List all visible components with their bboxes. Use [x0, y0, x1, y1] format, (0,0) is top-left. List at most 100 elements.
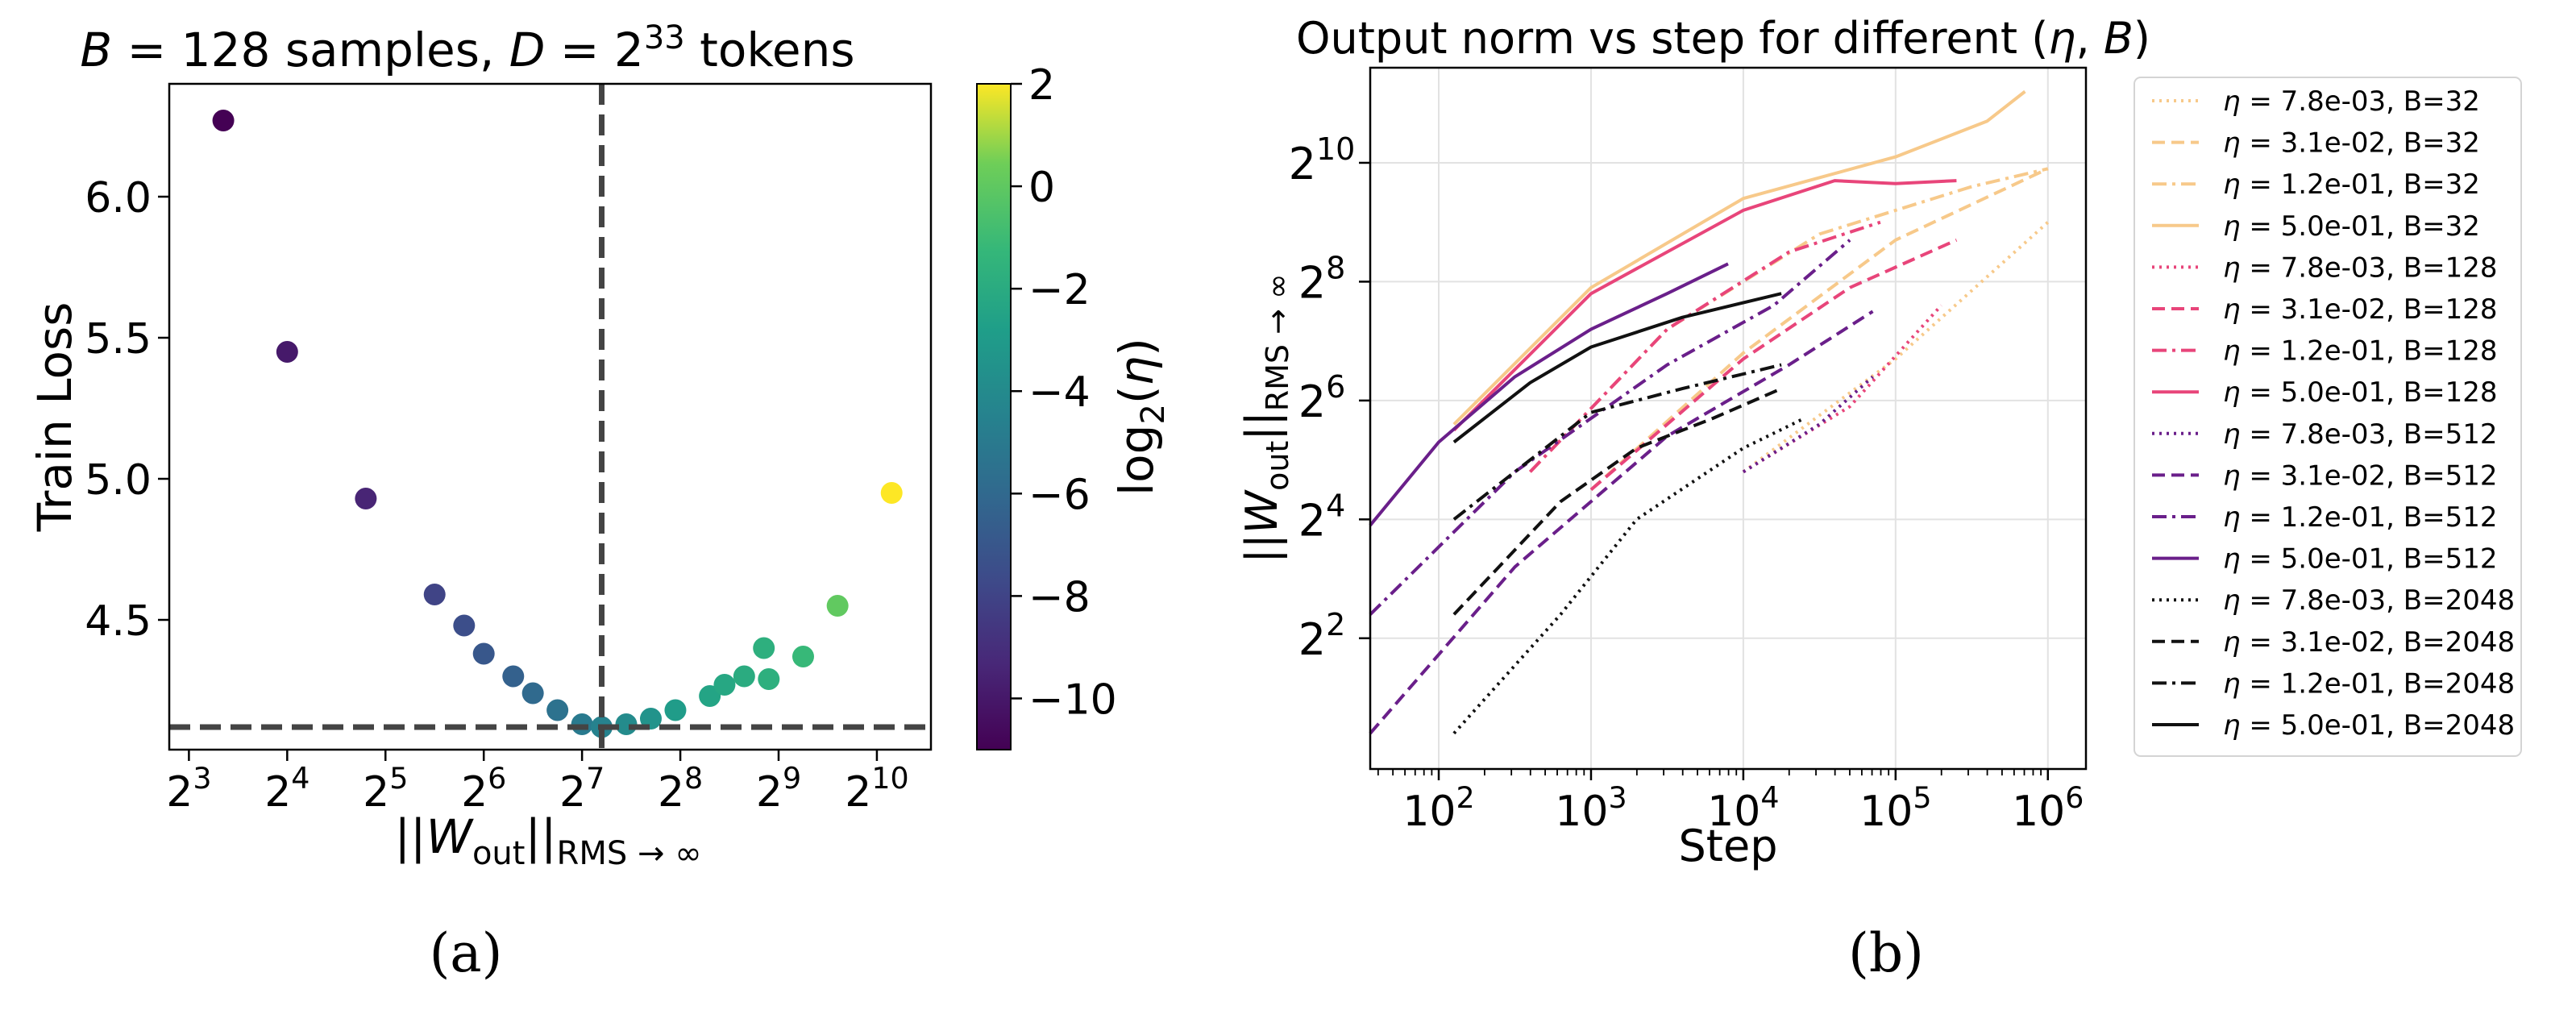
legend-entry-label: η = 1.2e-01, B=512	[2223, 501, 2498, 534]
panel-a-x-ticks: 23 24 25 26 27 28 29 210	[166, 750, 909, 817]
x-tick-label: 23	[166, 761, 211, 817]
scatter-point-16	[733, 665, 755, 688]
x-tick-label: 25	[363, 761, 408, 817]
series-line-13	[1452, 387, 1782, 616]
x-tick-label: 105	[1859, 780, 1931, 836]
legend-entry-label: η = 3.1e-02, B=512	[2223, 459, 2498, 492]
panel-a-frame	[168, 82, 933, 751]
series-line-4	[1742, 304, 1942, 474]
series-line-9	[1369, 310, 1874, 735]
legend-eta-symbol: η	[2223, 251, 2249, 284]
colorbar-tick-label: −10	[1028, 675, 1117, 724]
x-tick-label: 210	[845, 761, 908, 817]
legend-eta-symbol: η	[2223, 418, 2249, 451]
legend: η = 7.8e-03, B=32 η = 3.1e-02, B=32 η = 1.…	[2152, 85, 2515, 742]
panel-b-caption: (b)	[1848, 922, 1924, 984]
legend-box	[2134, 77, 2522, 757]
y-tick-label: 24	[1298, 488, 1346, 546]
scatter-point-13	[664, 699, 687, 721]
panel-a-x-axis-label: ||Wout||RMS → ∞	[394, 809, 701, 872]
series-line-10	[1369, 239, 1851, 616]
x-tick-label: 28	[658, 761, 703, 817]
series-line-11	[1369, 262, 1729, 526]
x-tick-label: 103	[1555, 780, 1627, 836]
x-tick-label: 24	[264, 761, 310, 817]
scatter-point-18	[758, 668, 780, 690]
legend-eta-symbol: η	[2223, 667, 2249, 700]
scatter-point-2	[355, 488, 377, 509]
y-tick-label: 5.5	[85, 315, 152, 364]
scatter-point-21	[880, 482, 903, 504]
series-line-3	[1452, 89, 2026, 426]
colorbar-tick-label: −8	[1028, 573, 1091, 621]
scatter-point-8	[546, 699, 569, 721]
panel-b-y-ticks: 22 24 26 28 210	[1289, 131, 1370, 665]
panel-b-y-axis-label: ||Wout||RMS → ∞	[1236, 273, 1295, 563]
scatter-point-4	[453, 614, 476, 637]
y-tick-label: 22	[1298, 607, 1346, 665]
panel-a-y-ticks: 4.5 5.0 5.5 6.0	[85, 174, 169, 646]
panel-a: B = 128 samples, D = 233 tokens 23 24 25 26…	[27, 19, 1172, 984]
series-line-1	[1589, 167, 2049, 491]
scatter-point-14	[699, 685, 721, 707]
legend-eta-symbol: η	[2223, 501, 2249, 534]
scatter-point-6	[502, 665, 525, 688]
panel-b-x-axis-label: Step	[1679, 821, 1778, 871]
y-tick-label: 28	[1298, 250, 1346, 308]
panel-b-grid	[1370, 68, 2086, 769]
scatter-point-5	[472, 642, 495, 665]
legend-entry-label: η = 7.8e-03, B=32	[2223, 85, 2480, 118]
y-tick-label: 4.5	[85, 597, 152, 646]
y-tick-label: 210	[1289, 131, 1356, 189]
legend-eta-symbol: η	[2223, 459, 2249, 492]
scatter-point-17	[753, 637, 775, 659]
series-line-15	[1452, 292, 1782, 444]
series-line-6	[1528, 220, 1881, 473]
panel-a-title: B = 128 samples, D = 233 tokens	[80, 19, 854, 77]
legend-entry-label: η = 3.1e-02, B=128	[2223, 293, 2498, 326]
panel-a-y-axis-label: Train Loss	[27, 302, 82, 533]
scatter-point-3	[423, 584, 446, 605]
scatter-point-0	[212, 110, 235, 131]
panel-b-x-ticks: 102 103 104 105 106	[1377, 769, 2084, 836]
series-line-12	[1452, 417, 1805, 735]
legend-entry-label: η = 5.0e-01, B=2048	[2223, 709, 2515, 742]
series-line-2	[1528, 167, 2049, 473]
legend-eta-symbol: η	[2223, 127, 2249, 160]
legend-entry-label: η = 1.2e-01, B=2048	[2223, 667, 2515, 700]
y-tick-label: 6.0	[85, 174, 152, 222]
legend-entry-label: η = 3.1e-02, B=2048	[2223, 626, 2515, 659]
legend-entry-label: η = 5.0e-01, B=128	[2223, 376, 2498, 409]
panel-a-plot-area	[169, 84, 931, 750]
panel-b-frame	[1369, 66, 2088, 771]
x-tick-label: 29	[756, 761, 801, 817]
legend-eta-symbol: η	[2223, 543, 2249, 576]
scatter-point-15	[713, 674, 736, 696]
x-tick-label: 104	[1707, 780, 1779, 836]
legend-eta-symbol: η	[2223, 85, 2249, 118]
legend-entry-label: η = 5.0e-01, B=32	[2223, 210, 2480, 243]
legend-eta-symbol: η	[2223, 168, 2249, 201]
y-tick-label: 5.0	[85, 456, 152, 505]
colorbar-tick-label: −6	[1028, 471, 1091, 519]
x-tick-label: 106	[2012, 780, 2084, 836]
colorbar-tick-label: 0	[1028, 164, 1055, 212]
scatter-point-19	[791, 646, 814, 667]
scatter-point-20	[826, 595, 849, 617]
panel-b: Output norm vs step for different (η, B)…	[1236, 13, 2522, 984]
legend-eta-symbol: η	[2223, 709, 2249, 742]
colorbar-ticks: 2 0 −2 −4 −6 −8 −10	[1011, 61, 1117, 724]
legend-entry-label: η = 7.8e-03, B=128	[2223, 251, 2498, 284]
legend-eta-symbol: η	[2223, 584, 2249, 617]
panel-a-caption: (a)	[430, 922, 503, 984]
legend-eta-symbol: η	[2223, 626, 2249, 659]
series-line-14	[1452, 363, 1782, 521]
x-tick-label: 26	[461, 761, 506, 817]
legend-entry-label: η = 3.1e-02, B=32	[2223, 127, 2480, 160]
colorbar	[976, 83, 1012, 750]
scatter-point-12	[639, 708, 662, 729]
legend-eta-symbol: η	[2223, 210, 2249, 243]
legend-eta-symbol: η	[2223, 335, 2249, 368]
x-tick-label: 27	[559, 761, 605, 817]
x-tick-label: 102	[1402, 780, 1474, 836]
